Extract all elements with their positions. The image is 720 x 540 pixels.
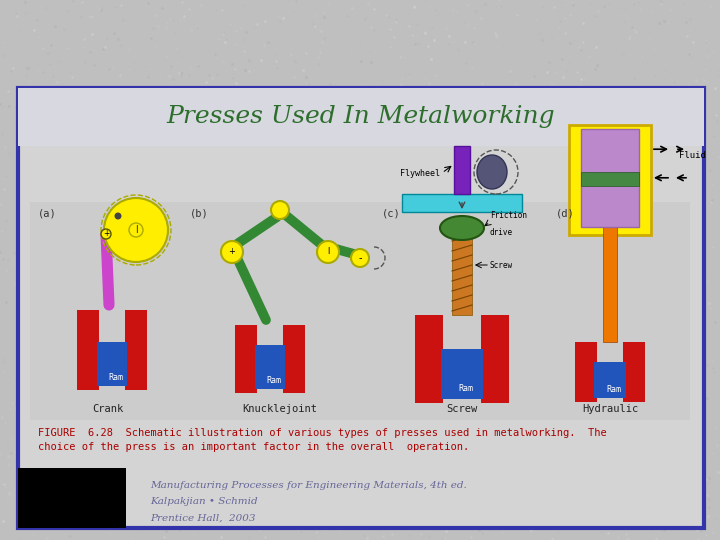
Bar	[441, 349, 483, 399]
Bar	[77, 310, 99, 390]
Text: Ram: Ram	[459, 384, 474, 393]
Bar	[452, 222, 472, 315]
Bar	[30, 202, 690, 420]
Bar	[581, 172, 639, 186]
Text: Crank: Crank	[92, 404, 124, 414]
Bar	[415, 315, 443, 403]
Bar	[581, 129, 639, 227]
Ellipse shape	[104, 198, 168, 262]
Bar	[402, 194, 522, 212]
Text: Prentice Hall,  2003: Prentice Hall, 2003	[150, 514, 256, 523]
Ellipse shape	[351, 249, 369, 267]
Bar	[18, 88, 704, 528]
Text: -: -	[359, 253, 361, 263]
Ellipse shape	[221, 241, 243, 263]
Bar	[481, 315, 509, 403]
Bar	[255, 345, 285, 389]
Ellipse shape	[101, 229, 111, 239]
Text: (d): (d)	[556, 208, 575, 218]
Text: Friction: Friction	[490, 211, 527, 220]
Bar	[235, 325, 257, 393]
Text: (c): (c)	[382, 208, 401, 218]
Text: Ram: Ram	[606, 385, 621, 394]
Bar	[575, 342, 597, 402]
Ellipse shape	[129, 223, 143, 237]
Text: choice of the press is an important factor in the overall  operation.: choice of the press is an important fact…	[38, 442, 469, 452]
Bar	[18, 468, 126, 528]
Bar	[125, 310, 147, 390]
Text: l: l	[327, 247, 329, 256]
Bar	[283, 325, 305, 393]
Text: Ram: Ram	[109, 373, 124, 382]
Text: +: +	[103, 230, 109, 239]
Text: Hydraulic: Hydraulic	[582, 404, 638, 414]
Text: +: +	[228, 247, 235, 256]
Bar	[97, 342, 127, 386]
Text: Knucklejoint: Knucklejoint	[243, 404, 318, 414]
Text: drive: drive	[490, 228, 513, 237]
Text: Screw: Screw	[446, 404, 477, 414]
Ellipse shape	[477, 155, 507, 189]
Text: FIGURE  6.28  Schematic illustration of various types of presses used in metalwo: FIGURE 6.28 Schematic illustration of va…	[38, 428, 607, 438]
Ellipse shape	[114, 213, 122, 219]
Bar	[569, 125, 651, 235]
Bar	[603, 225, 617, 342]
Text: l: l	[135, 225, 138, 235]
Text: (a): (a)	[38, 208, 57, 218]
Ellipse shape	[271, 201, 289, 219]
Text: Flywheel: Flywheel	[400, 168, 440, 178]
Text: Ram: Ram	[266, 376, 282, 385]
Bar	[594, 362, 626, 398]
Ellipse shape	[440, 216, 484, 240]
Bar	[623, 342, 645, 402]
Text: Fluid: Fluid	[679, 151, 706, 160]
Text: (b): (b)	[190, 208, 209, 218]
Text: Screw: Screw	[490, 260, 513, 269]
Bar	[18, 88, 704, 146]
Ellipse shape	[317, 241, 339, 263]
Text: Kalpakjian • Schmid: Kalpakjian • Schmid	[150, 497, 258, 507]
Text: Manufacturing Processes for Engineering Materials, 4th ed.: Manufacturing Processes for Engineering …	[150, 481, 467, 489]
Text: Presses Used In Metalworking: Presses Used In Metalworking	[167, 105, 555, 129]
Bar	[454, 146, 470, 194]
